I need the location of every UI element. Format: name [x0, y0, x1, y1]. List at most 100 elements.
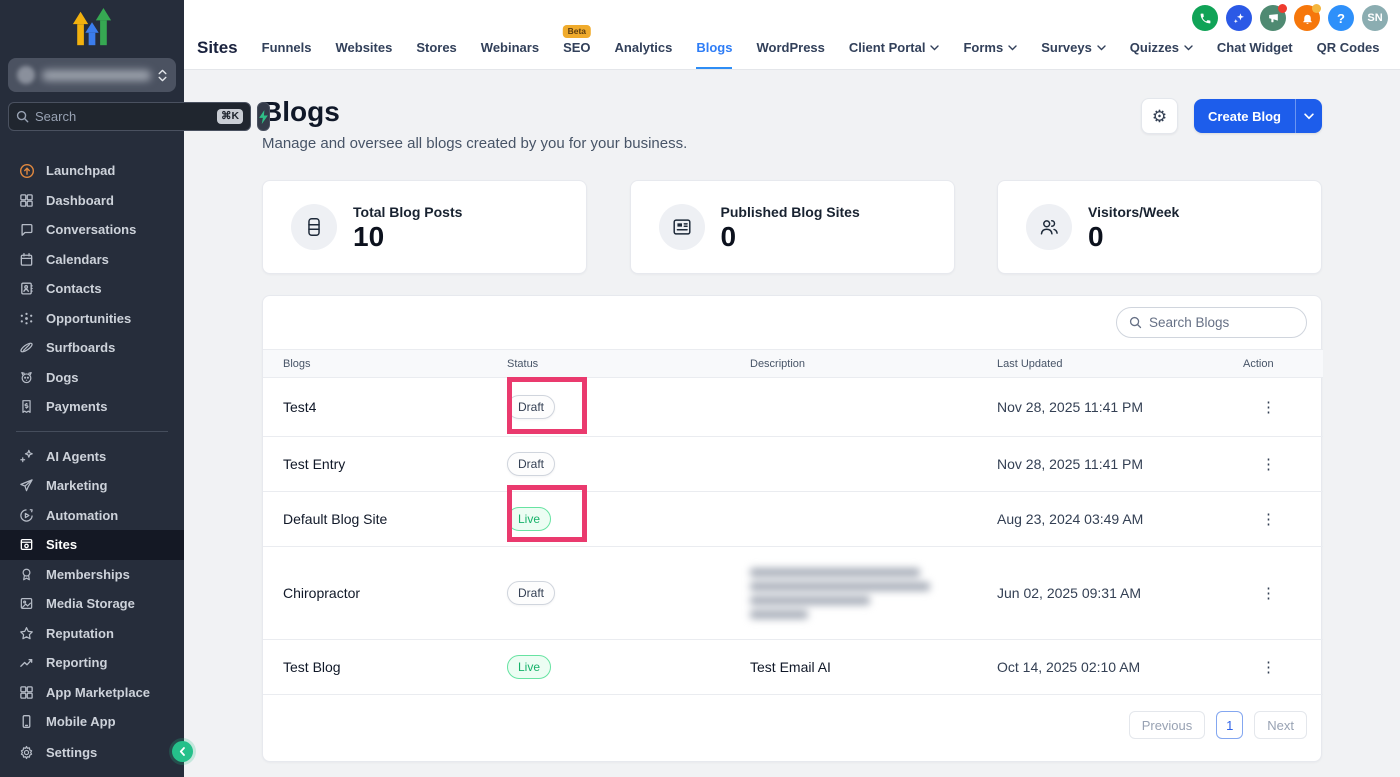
tab-qr-codes[interactable]: QR Codes [1316, 40, 1380, 55]
sidebar-item-marketing[interactable]: Marketing [0, 471, 184, 501]
sidebar-item-sites[interactable]: Sites [0, 530, 184, 560]
ai-assistant-button[interactable] [1226, 5, 1252, 31]
blog-settings-button[interactable]: ⚙ [1141, 98, 1179, 134]
contacts-book-icon [18, 281, 35, 296]
tab-wordpress[interactable]: WordPress [756, 40, 825, 55]
tab-seo[interactable]: Beta SEO [562, 25, 592, 55]
row-actions-menu[interactable]: ⋮ [1261, 659, 1276, 676]
sidebar: ⌘K Launchpad Dashboard Conversations Cal… [0, 0, 271, 777]
status-badge: Live [507, 506, 552, 532]
sidebar-search-input[interactable] [35, 109, 211, 124]
sparkle-icon [1233, 13, 1244, 24]
sidebar-search[interactable]: ⌘K [8, 102, 252, 131]
blog-name[interactable]: Default Blog Site [263, 491, 507, 547]
sidebar-item-opportunities[interactable]: Opportunities [0, 304, 184, 334]
sidebar-item-conversations[interactable]: Conversations [0, 215, 184, 245]
stat-label: Total Blog Posts [353, 203, 463, 220]
sidebar-item-dashboard[interactable]: Dashboard [0, 186, 184, 216]
row-actions-menu[interactable]: ⋮ [1261, 399, 1276, 416]
sidebar-item-media-storage[interactable]: Media Storage [0, 589, 184, 619]
table-row: Test4 Draft Nov 28, 2025 11:41 PM ⋮ [263, 377, 1323, 437]
row-actions-menu[interactable]: ⋮ [1261, 456, 1276, 473]
blog-name[interactable]: Test Blog [263, 639, 507, 695]
stat-card-total-blog-posts: Total Blog Posts 10 [262, 180, 587, 274]
create-blog-dropdown[interactable] [1295, 99, 1322, 133]
sidebar-item-mobile-app[interactable]: Mobile App [0, 707, 184, 732]
row-actions-menu[interactable]: ⋮ [1261, 585, 1276, 602]
settings-gear-icon [18, 745, 35, 760]
sidebar-item-label: AI Agents [46, 448, 107, 464]
tab-client-portal[interactable]: Client Portal [849, 40, 940, 69]
sidebar-item-label: Reputation [46, 625, 114, 641]
sidebar-item-payments[interactable]: Payments [0, 392, 184, 422]
sidebar-collapse-button[interactable] [172, 741, 193, 762]
blog-name[interactable]: Chiropractor [263, 546, 507, 640]
sidebar-item-reputation[interactable]: Reputation [0, 619, 184, 649]
dog-icon [18, 370, 35, 385]
mobile-phone-icon [18, 714, 35, 729]
top-bar: ? SN Sites Funnels Websites Stores Webin… [184, 0, 1400, 70]
table-row: Test Entry Draft Nov 28, 2025 11:41 PM ⋮ [263, 436, 1323, 492]
tab-websites[interactable]: Websites [335, 40, 393, 55]
published-sites-icon [658, 204, 705, 250]
dashboard-icon [18, 193, 35, 208]
sidebar-item-reporting[interactable]: Reporting [0, 648, 184, 678]
tab-funnels[interactable]: Funnels [261, 40, 312, 55]
previous-page-button[interactable]: Previous [1128, 711, 1206, 739]
blogs-table-card: Blogs Status Description Last Updated Ac… [262, 295, 1323, 762]
chevron-down-icon [1184, 44, 1193, 50]
sidebar-item-label: Memberships [46, 566, 130, 582]
search-blogs-box[interactable] [1116, 307, 1307, 338]
stat-value: 10 [353, 220, 385, 252]
sidebar-item-automation[interactable]: Automation [0, 501, 184, 531]
account-switcher[interactable] [8, 58, 176, 92]
sidebar-item-ai-agents[interactable]: AI Agents [0, 442, 184, 472]
gear-icon: ⚙ [1151, 106, 1168, 126]
sidebar-item-label: Conversations [46, 222, 137, 238]
blog-name[interactable]: Test Entry [263, 436, 507, 492]
notifications-button[interactable] [1294, 4, 1321, 31]
bell-icon [1302, 14, 1312, 24]
announcements-button[interactable] [1260, 4, 1287, 31]
next-page-button[interactable]: Next [1254, 711, 1307, 739]
page-subtitle: Manage and oversee all blogs created by … [262, 135, 688, 152]
sidebar-item-surfboards[interactable]: Surfboards [0, 333, 184, 363]
sidebar-item-calendars[interactable]: Calendars [0, 245, 184, 275]
tab-surveys[interactable]: Surveys [1041, 40, 1106, 69]
sidebar-item-memberships[interactable]: Memberships [0, 560, 184, 590]
section-title[interactable]: Sites [197, 38, 238, 57]
sidebar-item-launchpad[interactable]: Launchpad [0, 156, 184, 186]
tab-webinars[interactable]: Webinars [480, 40, 540, 55]
sidebar-item-label: Sites [46, 537, 78, 553]
tab-analytics[interactable]: Analytics [614, 40, 673, 55]
megaphone-icon [1268, 13, 1278, 22]
opportunities-icon [18, 311, 35, 326]
tab-forms[interactable]: Forms [963, 40, 1017, 69]
last-updated: Jun 02, 2025 09:31 AM [997, 546, 1243, 640]
question-mark-icon: ? [1337, 10, 1345, 26]
tab-stores[interactable]: Stores [416, 40, 457, 55]
stat-card-published-blog-sites: Published Blog Sites 0 [629, 180, 955, 274]
status-badge: Draft [507, 580, 556, 606]
search-blogs-input[interactable] [1149, 315, 1294, 330]
row-actions-menu[interactable]: ⋮ [1261, 511, 1276, 528]
page-number-button[interactable]: 1 [1216, 711, 1244, 739]
sidebar-item-label: Reporting [46, 655, 108, 671]
lightning-bolt-icon [259, 109, 268, 124]
user-avatar[interactable]: SN [1362, 5, 1388, 31]
help-button[interactable]: ? [1328, 5, 1354, 31]
create-blog-button[interactable]: Create Blog [1208, 108, 1281, 124]
column-header-description: Description [750, 349, 997, 378]
tab-quizzes[interactable]: Quizzes [1130, 40, 1193, 69]
sidebar-item-dogs[interactable]: Dogs [0, 363, 184, 393]
sidebar-item-contacts[interactable]: Contacts [0, 274, 184, 304]
tab-blogs[interactable]: Blogs [696, 40, 733, 69]
blog-name[interactable]: Test4 [263, 377, 507, 437]
sidebar-item-app-marketplace[interactable]: App Marketplace [0, 678, 184, 708]
tab-chat-widget[interactable]: Chat Widget [1216, 40, 1293, 55]
sidebar-search-row: ⌘K [8, 102, 271, 131]
phone-button[interactable] [1192, 5, 1218, 31]
quick-actions-button[interactable] [257, 102, 271, 131]
sidebar-item-settings[interactable]: Settings [0, 738, 184, 768]
last-updated: Aug 23, 2024 03:49 AM [997, 491, 1243, 547]
